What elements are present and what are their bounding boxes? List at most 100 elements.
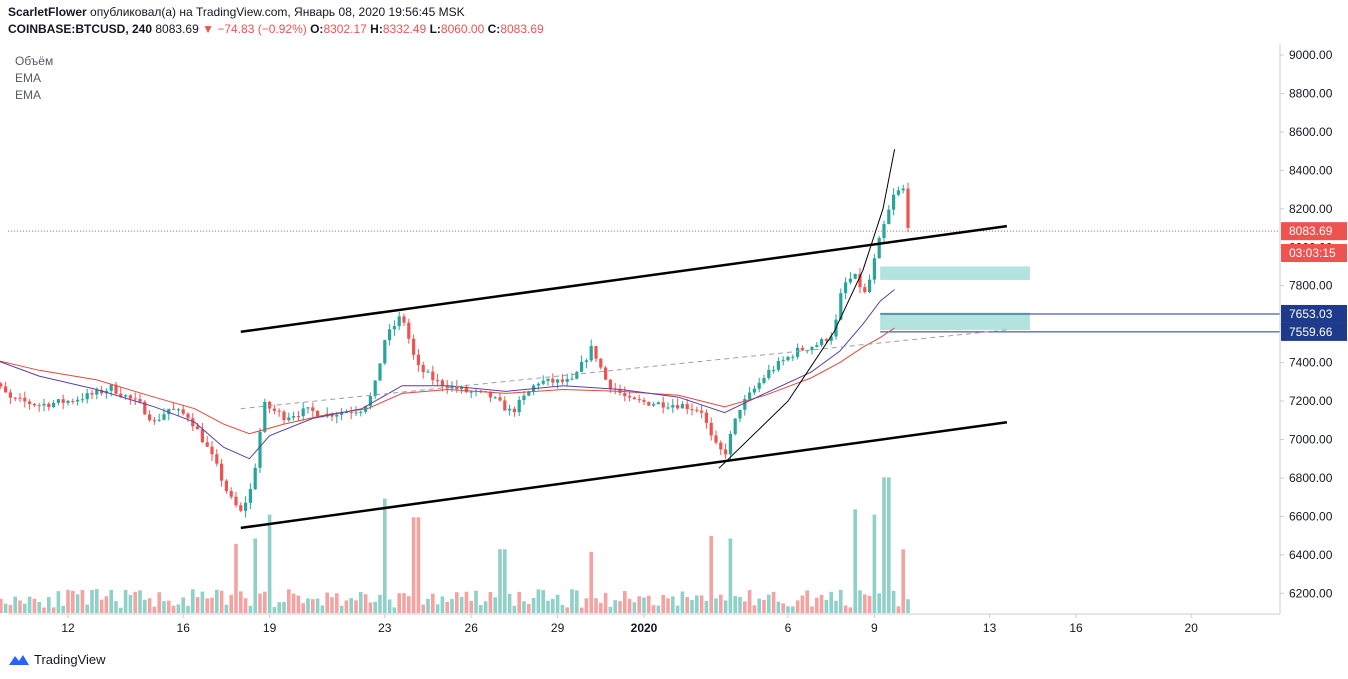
candle-body [253, 467, 257, 490]
ema-fast-line [0, 289, 895, 460]
volume-bar [104, 596, 109, 613]
candle-body [0, 383, 3, 387]
candle-body [80, 399, 84, 401]
candle-body [829, 336, 833, 341]
candle-body [464, 387, 468, 393]
volume-bar [671, 596, 675, 613]
volume-bar [699, 595, 704, 613]
candle-body [421, 364, 425, 373]
candle-body [834, 319, 838, 337]
author-name[interactable]: ScarletFlower [8, 5, 87, 19]
volume-bar [517, 591, 521, 613]
volume-bar [603, 592, 608, 613]
volume-bar [186, 605, 190, 613]
channel-upper-line [240, 224, 1008, 334]
volume-bar [354, 600, 358, 613]
candle-body [455, 385, 459, 389]
volume-bar [56, 591, 61, 613]
volume-bar [661, 594, 665, 613]
volume-bar [387, 599, 392, 613]
volume-bar [378, 594, 382, 613]
x-tick-label: 20 [1185, 621, 1199, 635]
volume-bar [483, 601, 488, 613]
volume-bar [306, 598, 310, 613]
candle-body [671, 405, 675, 408]
volume-bar [599, 602, 603, 613]
volume-bar [771, 591, 776, 613]
volume-bar [479, 605, 483, 613]
volume-bar [690, 599, 694, 613]
candle-body [224, 480, 228, 492]
candle-body [114, 384, 118, 394]
x-tick-label: 19 [263, 621, 277, 635]
candle-body [738, 409, 742, 419]
x-tick-label: 13 [983, 621, 997, 635]
volume-bar [421, 604, 425, 613]
volume-bar [570, 589, 574, 613]
volume-bar [565, 607, 569, 613]
candle-body [748, 392, 752, 400]
volume-bar [829, 591, 833, 613]
candle-body [354, 412, 358, 414]
price-label-text: 7559.66 [1289, 325, 1333, 339]
volume-indicator-label[interactable]: Объём [15, 54, 54, 68]
volume-bar [733, 596, 737, 613]
y-tick-label: 7000.00 [1289, 433, 1333, 447]
ema-indicator-label-2[interactable]: EMA [15, 88, 42, 102]
volume-bar [469, 600, 473, 613]
volume-bar [277, 602, 281, 613]
volume-bar [455, 592, 459, 613]
volume-bar [608, 606, 613, 613]
volume-bar [493, 597, 497, 613]
candle-body [37, 405, 41, 407]
candle-body [618, 389, 622, 393]
volume-bar [23, 603, 27, 613]
volume-bar [253, 538, 257, 613]
volume-bar [637, 596, 641, 613]
candle-body [700, 410, 704, 413]
volume-bar [71, 590, 75, 613]
price-label-text: 8083.69 [1289, 224, 1333, 238]
candle-body [632, 397, 636, 400]
volume-bar [335, 593, 339, 613]
candle-body [138, 399, 142, 402]
volume-bar [301, 603, 305, 613]
x-tick-label: 6 [785, 621, 792, 635]
volume-bar [114, 601, 118, 613]
volume-bar [339, 605, 344, 613]
candle-body [205, 442, 209, 447]
price-change: −74.83 (−0.92%) [217, 22, 307, 36]
volume-bar [891, 590, 896, 613]
candle-body [76, 399, 80, 402]
candle-body [378, 363, 382, 381]
volume-bar [349, 598, 353, 613]
candle-body [143, 401, 147, 415]
volume-bar [507, 593, 512, 613]
candle-body [416, 354, 420, 365]
candle-body [90, 393, 94, 395]
volume-bar [440, 596, 445, 613]
tradingview-logo[interactable]: TradingView [8, 652, 106, 667]
volume-bar [167, 600, 171, 613]
candle-body [450, 385, 454, 389]
price-label-box [1281, 304, 1347, 323]
y-tick-label: 7400.00 [1289, 356, 1333, 370]
candle-body [503, 400, 507, 411]
candle-body [498, 397, 502, 401]
y-tick-label: 8200.00 [1289, 202, 1333, 216]
volume-bar [815, 597, 819, 613]
candle-body [733, 418, 737, 434]
candle-body [244, 502, 248, 511]
volume-bar [128, 595, 133, 613]
volume-bar [762, 599, 766, 613]
volume-bar [512, 605, 517, 613]
candle-body [445, 386, 449, 389]
volume-bar [296, 595, 301, 613]
candle-body [844, 282, 848, 294]
volume-bar [138, 590, 142, 613]
symbol-label[interactable]: COINBASE:BTCUSD, 240 [8, 22, 153, 36]
candle-body [896, 190, 900, 195]
volume-bar [834, 600, 838, 613]
ema-indicator-label-1[interactable]: EMA [15, 71, 42, 85]
